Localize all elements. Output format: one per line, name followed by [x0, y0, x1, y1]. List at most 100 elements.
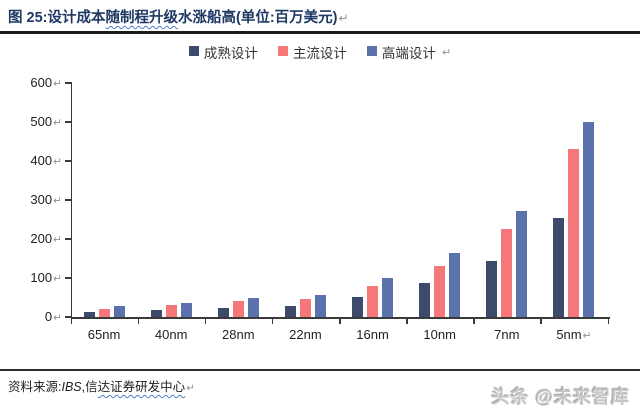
source-wavy-segment: 达证券研发中心	[97, 380, 186, 394]
source-comma: ,	[81, 380, 86, 394]
bar-成熟设计-10nm	[419, 283, 431, 317]
x-axis-tick	[339, 319, 341, 324]
bar-主流设计-16nm	[367, 286, 379, 317]
y-tick-value: 200	[30, 231, 53, 246]
bar-主流设计-7nm	[501, 229, 513, 317]
bar-高端设计-40nm	[180, 303, 192, 317]
x-axis-category-label: 16nm	[341, 327, 405, 342]
bar-主流设计-40nm	[165, 305, 177, 317]
figure-title: 图 25:设计成本随制程升级水涨船高(单位:百万美元)↵	[8, 6, 348, 27]
x-tick-value: 7nm	[494, 327, 520, 342]
x-axis-category-label: 10nm	[408, 327, 472, 342]
legend-item-mainstream: 主流设计	[277, 42, 347, 62]
bar-高端设计-65nm	[113, 306, 125, 317]
y-axis-tick-label: 500↵	[10, 114, 62, 129]
bar-高端设计-10nm	[449, 253, 461, 317]
toutiao-watermark: 头条 @未来智库	[491, 387, 630, 407]
bar-高端设计-7nm	[516, 211, 528, 317]
bar-高端设计-16nm	[382, 278, 394, 317]
x-tick-value: 28nm	[222, 327, 255, 342]
x-tick-value: 10nm	[423, 327, 456, 342]
bar-高端设计-22nm	[314, 295, 326, 317]
figure-title-wavy-segment: 随制程升级	[105, 10, 179, 26]
y-tick-value: 400	[30, 153, 53, 168]
x-axis-tick	[607, 319, 609, 324]
x-axis-tick	[204, 319, 207, 324]
legend-swatch-mainstream	[277, 46, 288, 56]
bar-主流设计-5nm	[568, 149, 580, 317]
source-ibs: IBS	[61, 380, 82, 394]
bar-成熟设计-5nm	[553, 218, 565, 317]
x-axis-category-label: 5nm↵	[542, 327, 606, 342]
legend-item-mature: 成熟设计	[188, 42, 258, 62]
y-axis-tick-label: 200↵	[10, 231, 62, 246]
chart-legend: 成熟设计 主流设计 高端设计 ↵	[0, 42, 640, 62]
bar-高端设计-5nm	[583, 122, 595, 317]
bar-成熟设计-7nm	[486, 261, 498, 317]
y-axis-tick-label: 0↵	[10, 309, 62, 324]
footer-divider-line	[0, 369, 640, 371]
x-axis-tick	[540, 319, 542, 324]
y-axis-tick-label: 400↵	[10, 153, 62, 168]
legend-swatch-highend	[366, 46, 377, 56]
y-axis-line	[70, 82, 73, 318]
x-tick-value: 22nm	[289, 327, 322, 342]
y-tick-value: 500	[30, 114, 53, 129]
x-axis-category-label: 22nm	[273, 327, 337, 342]
x-tick-value: 16nm	[356, 327, 389, 342]
return-mark: ↵	[53, 234, 62, 246]
source-plain: 信	[85, 380, 98, 394]
y-axis-tick	[64, 199, 71, 201]
return-mark: ↵	[53, 78, 62, 90]
x-axis-category-label: 7nm	[475, 327, 539, 342]
x-tick-value: 65nm	[87, 327, 121, 342]
y-axis-tick-label: 100↵	[10, 270, 62, 285]
return-mark: ↵	[186, 383, 195, 394]
y-axis-tick-label: 300↵	[10, 192, 62, 207]
y-tick-value: 600	[30, 75, 53, 90]
return-mark: ↵	[53, 273, 62, 285]
x-axis-line	[70, 317, 610, 319]
title-divider-line	[0, 31, 640, 34]
return-mark: ↵	[53, 312, 62, 324]
bar-成熟设计-65nm	[83, 312, 95, 317]
y-axis-tick	[64, 316, 71, 318]
y-axis-tick-label: 600↵	[10, 75, 62, 90]
legend-label-mainstream: 主流设计	[292, 46, 347, 61]
return-mark: ↵	[338, 11, 349, 25]
figure-title-suffix: 水涨船高(单位:百万美元)	[178, 10, 338, 26]
y-axis-tick	[64, 238, 71, 240]
y-axis-tick	[64, 160, 71, 162]
y-axis-tick	[64, 82, 71, 84]
x-tick-value: 40nm	[154, 327, 188, 342]
y-tick-value: 100	[30, 270, 53, 285]
return-mark: ↵	[53, 156, 62, 168]
x-tick-value: 5nm	[556, 327, 582, 342]
x-axis-tick	[271, 319, 274, 324]
x-axis-tick	[137, 319, 140, 324]
source-note: 资料来源:IBS,信达证券研发中心↵	[8, 376, 195, 395]
x-axis-category-label: 28nm	[206, 327, 270, 342]
bar-主流设计-22nm	[299, 299, 311, 317]
y-axis-tick	[64, 121, 71, 123]
bar-高端设计-28nm	[247, 298, 259, 317]
return-mark: ↵	[582, 330, 592, 342]
legend-label-mature: 成熟设计	[203, 46, 258, 61]
y-tick-value: 0	[44, 309, 53, 324]
figure-title-prefix: 图 25:设计成本	[8, 10, 106, 26]
return-mark: ↵	[53, 195, 62, 207]
bar-主流设计-65nm	[98, 309, 110, 317]
y-tick-value: 300	[30, 192, 53, 207]
y-axis-tick	[64, 277, 71, 279]
return-mark: ↵	[53, 117, 62, 129]
x-axis-tick	[473, 319, 475, 324]
x-axis-category-label: 65nm	[72, 327, 136, 342]
x-axis-category-label: 40nm	[139, 327, 203, 342]
bar-成熟设计-16nm	[352, 297, 364, 317]
legend-item-highend: 高端设计 ↵	[366, 42, 451, 62]
legend-swatch-mature	[188, 46, 199, 56]
bar-成熟设计-22nm	[284, 306, 296, 317]
x-axis-tick	[406, 319, 408, 324]
bar-成熟设计-40nm	[150, 310, 162, 317]
